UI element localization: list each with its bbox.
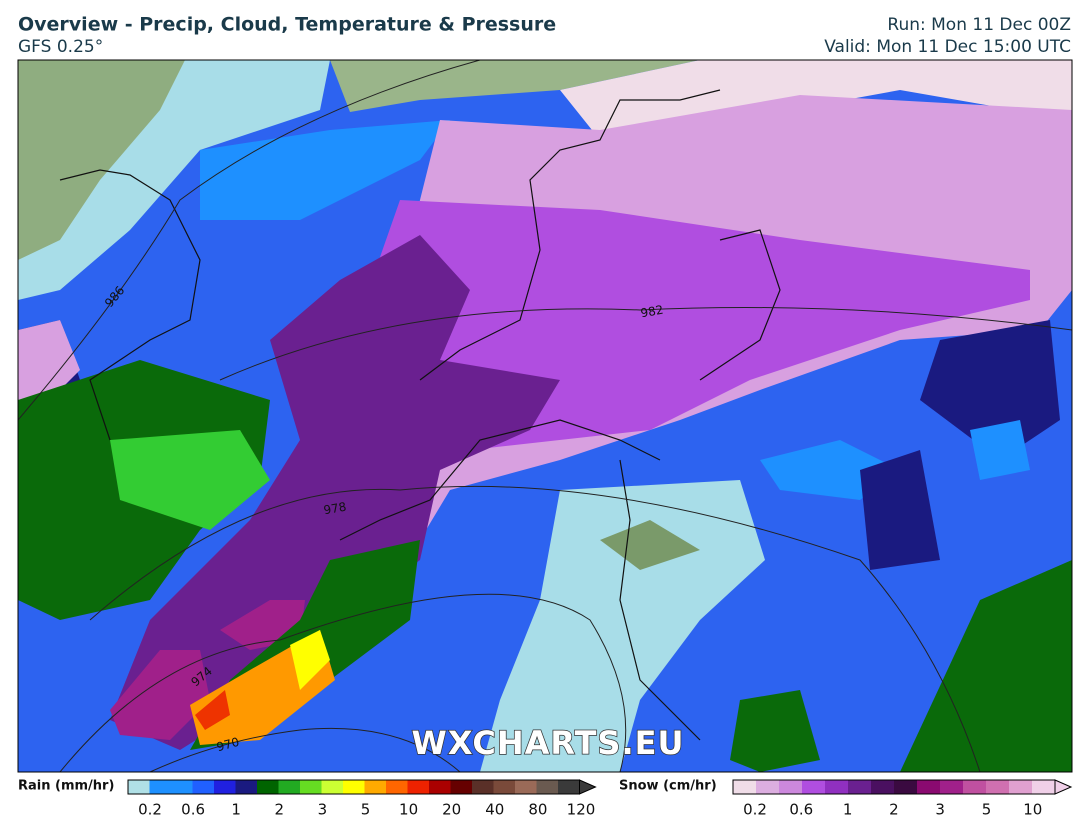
cloud-area xyxy=(18,60,185,260)
color-bar-arrow xyxy=(1054,779,1073,795)
model: GFS 0.25° xyxy=(18,37,103,57)
map-frame xyxy=(17,59,1073,773)
color-swatch xyxy=(321,780,343,794)
legend-tick-label: 10 xyxy=(399,801,418,819)
isobar xyxy=(219,307,1072,381)
rain-area xyxy=(970,420,1030,480)
legends: 0.2 0.6 1 2 3 5 10 20 40 80 120 0.2 0.6 1 2 3 5 10 xyxy=(127,779,1073,819)
legend-tick-label: 20 xyxy=(442,801,461,819)
isobar-label: 970 xyxy=(215,735,241,754)
color-swatch xyxy=(429,780,451,794)
color-swatch xyxy=(963,780,986,794)
color-swatch xyxy=(450,780,472,794)
isobar xyxy=(18,60,481,421)
coastlines xyxy=(59,89,781,741)
legend-tick-label: 2 xyxy=(889,801,899,819)
coastline xyxy=(339,419,661,541)
rain-area xyxy=(920,320,1060,460)
snow-legend-title: Snow (cm/hr) xyxy=(619,779,717,794)
legend-tick-label: 5 xyxy=(982,801,992,819)
color-swatch xyxy=(733,780,756,794)
color-swatch xyxy=(214,780,236,794)
color-swatch xyxy=(128,780,150,794)
isobar xyxy=(89,485,981,772)
run-time: Run: Mon 11 Dec 00Z xyxy=(887,15,1071,35)
heavy-rain-area xyxy=(195,690,230,730)
isobar xyxy=(59,593,627,772)
color-swatch xyxy=(779,780,802,794)
cloud-area xyxy=(330,60,700,112)
isobar-label: 982 xyxy=(639,303,664,321)
watermark: WXCHARTS.EU xyxy=(412,724,685,762)
color-swatch xyxy=(386,780,408,794)
color-swatch xyxy=(802,780,825,794)
heavy-rain-area xyxy=(290,630,330,690)
coastline xyxy=(59,169,201,441)
color-swatch xyxy=(149,780,171,794)
legend-tick-label: 3 xyxy=(935,801,945,819)
color-swatch xyxy=(894,780,917,794)
isobar-label: 978 xyxy=(322,500,347,518)
valid-time: Valid: Mon 11 Dec 15:00 UTC xyxy=(824,37,1071,57)
coastline xyxy=(419,89,721,381)
legend-tick-label: 2 xyxy=(275,801,285,819)
isobars xyxy=(18,60,1072,772)
color-swatch xyxy=(848,780,871,794)
rain-area xyxy=(900,560,1072,772)
light-rain-area xyxy=(480,480,765,772)
color-swatch xyxy=(171,780,193,794)
color-swatch xyxy=(1032,780,1055,794)
rain-area xyxy=(110,430,270,530)
color-swatch xyxy=(558,780,580,794)
color-swatch xyxy=(343,780,365,794)
color-swatch xyxy=(515,780,537,794)
legend-tick-label: 0.6 xyxy=(181,801,205,819)
title: Overview - Precip, Cloud, Temperature & … xyxy=(18,14,556,36)
color-swatch xyxy=(278,780,300,794)
border xyxy=(619,459,701,741)
isobar xyxy=(149,727,461,772)
rain-area xyxy=(200,120,450,220)
color-swatch xyxy=(300,780,322,794)
color-swatch xyxy=(917,780,940,794)
rain-legend-title: Rain (mm/hr) xyxy=(18,779,114,794)
legend-tick-label: 5 xyxy=(361,801,371,819)
legend-tick-label: 0.2 xyxy=(743,801,767,819)
rain-area xyxy=(860,450,940,570)
border xyxy=(699,229,781,381)
color-swatch xyxy=(493,780,515,794)
legend-tick-label: 0.6 xyxy=(789,801,813,819)
color-swatch xyxy=(536,780,558,794)
color-swatch xyxy=(871,780,894,794)
color-swatch xyxy=(940,780,963,794)
color-swatch xyxy=(407,780,429,794)
color-swatch xyxy=(986,780,1009,794)
color-swatch xyxy=(192,780,214,794)
color-swatch xyxy=(825,780,848,794)
color-swatch xyxy=(1009,780,1032,794)
color-bar-arrow xyxy=(579,779,597,795)
legend-tick-label: 120 xyxy=(567,801,596,819)
rain-area xyxy=(730,690,820,772)
legend-tick-label: 80 xyxy=(528,801,547,819)
legend-tick-label: 0.2 xyxy=(138,801,162,819)
legend-tick-label: 1 xyxy=(843,801,853,819)
color-swatch xyxy=(257,780,279,794)
color-swatch xyxy=(364,780,386,794)
color-swatch xyxy=(235,780,257,794)
legend-tick-label: 1 xyxy=(231,801,241,819)
snow-area xyxy=(18,320,80,410)
legend-tick-label: 10 xyxy=(1023,801,1042,819)
legend-tick-label: 3 xyxy=(318,801,328,819)
color-swatch xyxy=(756,780,779,794)
legend-tick-label: 40 xyxy=(485,801,504,819)
heavy-snow-area xyxy=(110,650,210,740)
color-swatch xyxy=(472,780,494,794)
